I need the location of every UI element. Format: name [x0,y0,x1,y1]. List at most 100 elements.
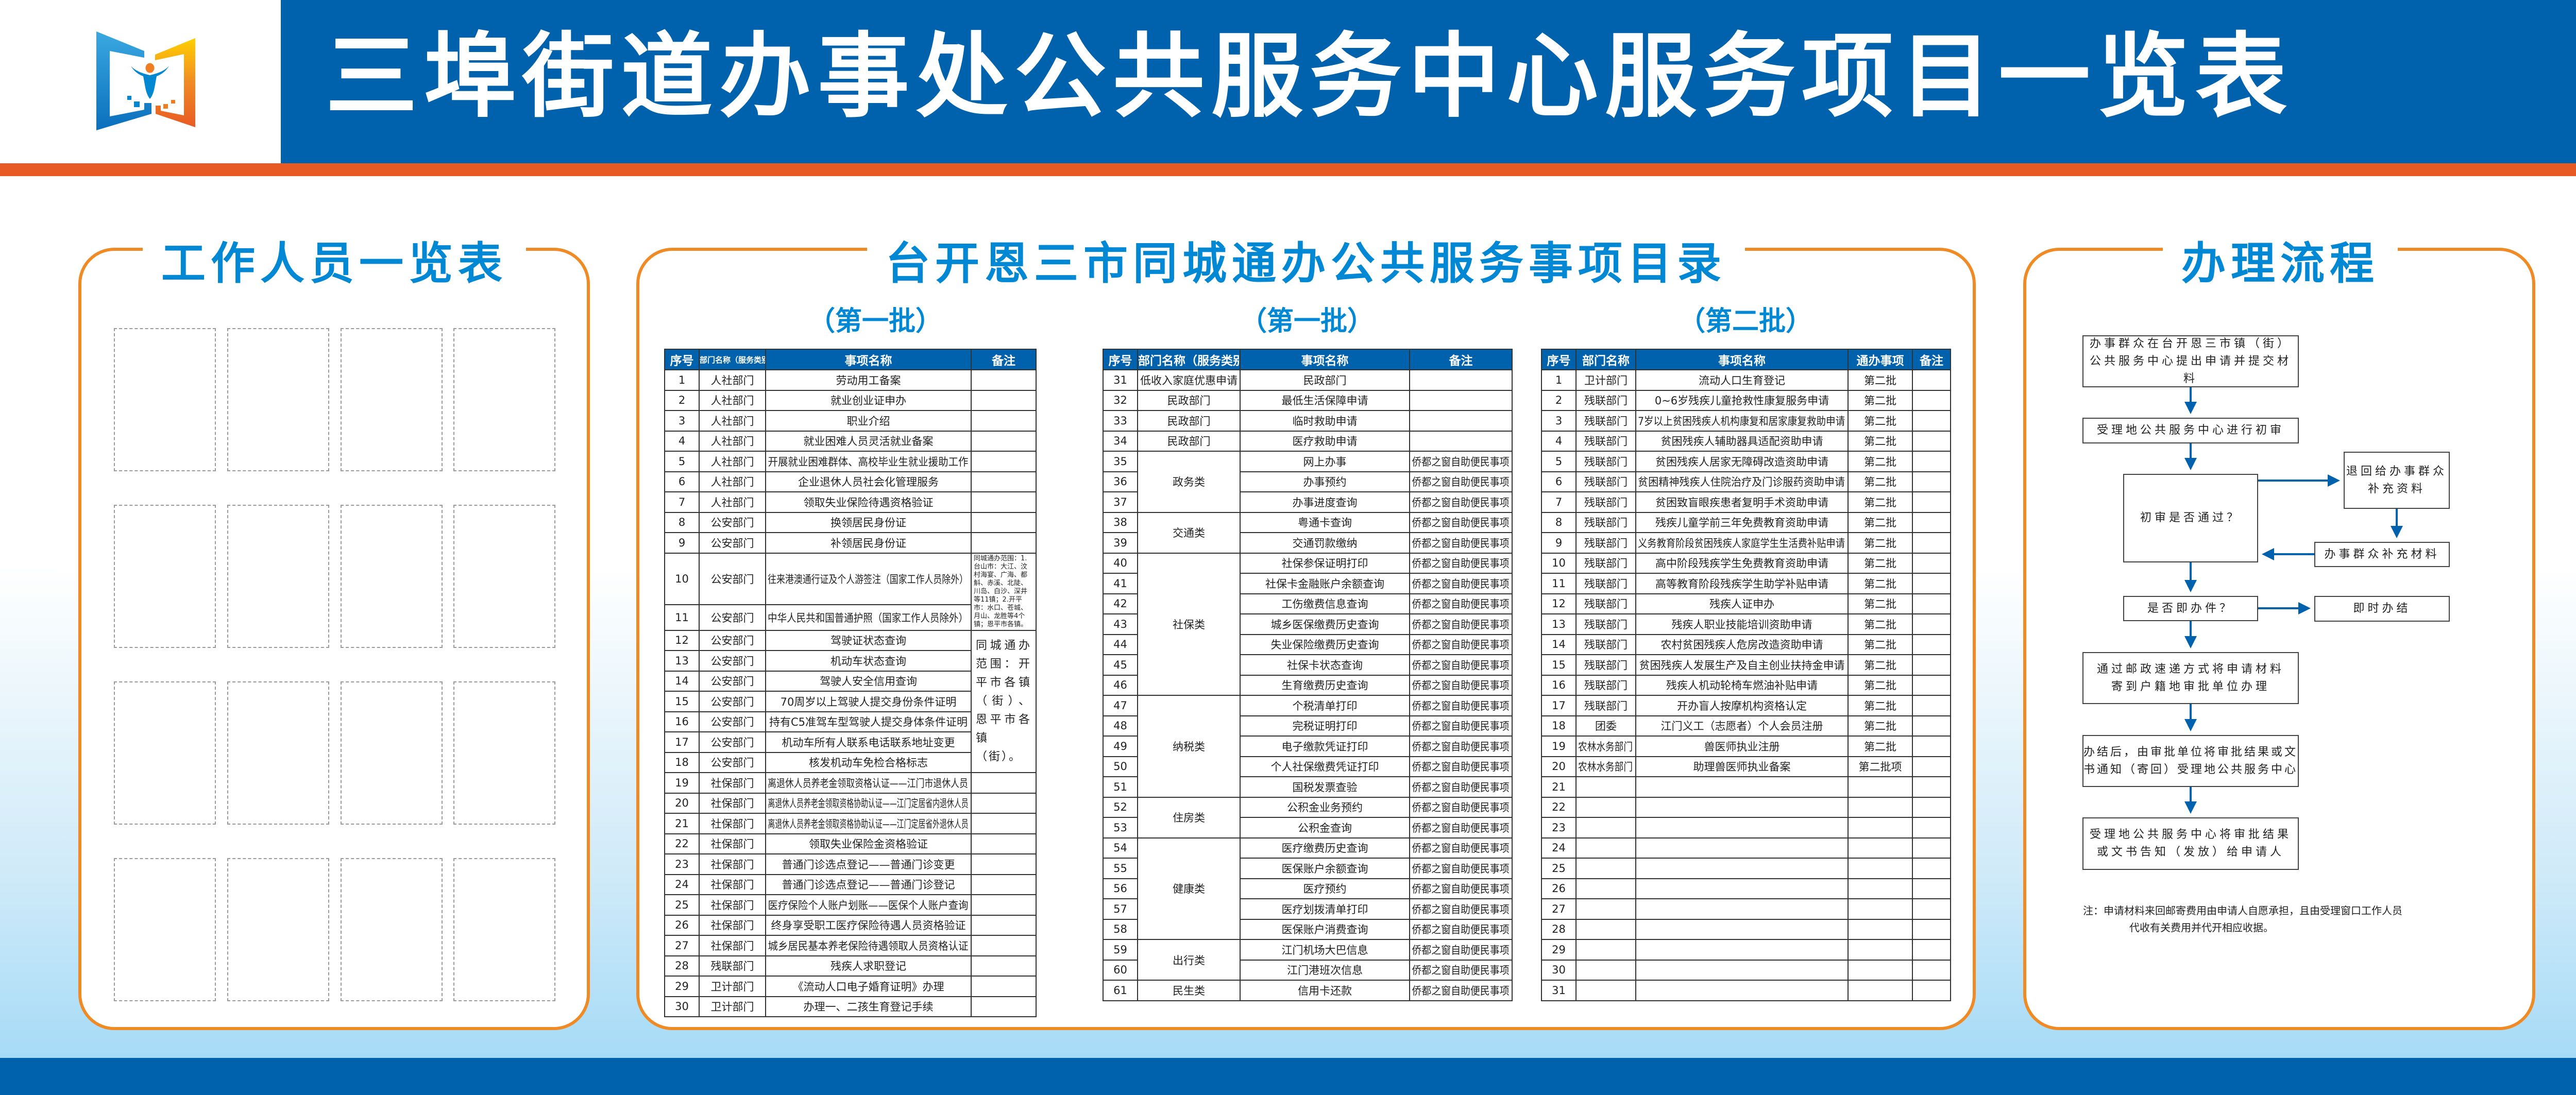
cell-remark [1912,674,1951,696]
cell-item [1635,858,1849,879]
cell-item: 电子缴款凭证打印 [1240,735,1410,757]
cell-remark [1912,471,1951,492]
cell-text: 侨都之窗自助便民事项 [1412,618,1509,631]
cell-text: 6 [1555,475,1563,488]
cell-no: 14 [1541,634,1577,655]
cell-dept: 社保部门 [699,833,766,854]
cell-item: 江门机场大巴信息 [1240,939,1410,961]
cell-text: 38 [1113,516,1127,529]
cell-text: 残联部门 [1584,679,1628,692]
table-row: 2 人社部门 就业创业证申办 [664,389,1037,411]
cell-text: 公安部门 [710,655,754,668]
cell-text: 第二批 [1864,720,1896,733]
cell-dept: 社保部门 [699,853,766,875]
table-row: 3 人社部门 职业介绍 [664,410,1037,432]
cell-remark [971,853,1037,875]
cell-no: 1 [1541,369,1577,391]
table-row: 35 政务类 网上办事 侨都之窗自助便民事项 [1103,451,1513,513]
cell-text: 60 [1113,964,1127,977]
cell-no: 20 [1541,756,1577,777]
cell-text: 10 [1552,557,1566,570]
cell-no: 17 [1541,695,1577,716]
cell-text: 8 [1555,516,1563,529]
cell-dept: 社保部门 [699,792,766,814]
cell-remark [1912,817,1951,839]
cell-text: 卫计部门 [1584,374,1628,387]
cell-text: 21 [1552,780,1566,793]
cell-item: 残疾人机动轮椅车燃油补贴申请 [1635,674,1849,696]
cell-dept: 社保部门 [699,935,766,956]
cell-text: 个人社保缴费凭证打印 [1270,761,1379,774]
table-row: 12 公安部门 驾驶证状态查询 同城通办范围：开平市各镇（街）、恩平市各镇（街）。 [664,629,1037,773]
cell-text: 住房类 [1173,812,1205,824]
cell-no: 55 [1103,858,1138,879]
cell-no: 3 [1541,410,1577,432]
cell-batch: 第二批 [1848,511,1913,533]
cell-dept: 卫计部门 [699,996,766,1017]
cell-text: 52 [1113,801,1127,814]
flow-step-text: 通过邮政速递方式将申请材料 [2096,662,2284,676]
cell-text: 企业退休人员社会化管理服务 [798,476,939,489]
cell-text: 个税清单打印 [1292,699,1358,712]
cell-text: 残联部门 [1584,699,1628,712]
cell-batch: 第二批 [1848,369,1913,391]
cell-text: 公安部门 [710,695,754,708]
cell-batch: 第二批 [1848,674,1913,696]
cell-remark [1912,573,1951,594]
flow-step-text: 退回给办事群众 [2346,465,2447,478]
cell-no: 21 [664,813,700,834]
cell-item: 兽医师执业注册 [1635,735,1849,757]
table-row: 41 社保卡金融账户余额查询 侨都之窗自助便民事项 [1103,573,1513,594]
cell-text: 侨都之窗自助便民事项 [1412,455,1509,468]
cell-text: 政务类 [1173,476,1205,489]
cell-remark: 侨都之窗自助便民事项 [1409,613,1513,635]
column-header-dept: 部门名称（服务类别） [1137,349,1241,370]
flow-panel-title: 办理流程 [2163,238,2398,289]
cell-text: 公安部门 [710,716,754,729]
cell-dept: 民政部门 [1137,430,1241,452]
cell-batch: 第二批 [1848,410,1913,432]
cell-dept: 人社部门 [699,410,766,432]
table-row: 10 残联部门 高中阶段残疾学生免费教育资助申请 第二批 [1541,552,1951,574]
cell-item: 网上办事 [1240,451,1410,472]
cell-text: 农林水务部门 [1578,761,1633,774]
cell-text: 53 [1113,821,1127,834]
table-row: 32 民政部门 最低生活保障申请 [1103,389,1513,411]
cell-remark [971,410,1037,432]
cell-dept: 残联部门 [1575,634,1636,655]
cell-text: 37 [1113,495,1127,508]
cell-text: 42 [1113,597,1127,610]
cell-no: 15 [664,691,700,712]
staff-photo-slot [341,858,443,1001]
cell-dept: 人社部门 [699,369,766,391]
cell-no: 32 [1103,389,1138,411]
cell-remark [1912,898,1951,920]
table-row: 33 民政部门 临时救助申请 [1103,410,1513,432]
cell-batch: 第二批 [1848,532,1913,554]
cell-text: 2 [678,394,686,407]
cell-remark [1912,756,1951,777]
cell-text: 卫计部门 [710,1001,754,1014]
cell-item: 《流动人口电子婚育证明》办理 [765,976,972,997]
cell-text: 第二批 [1864,598,1896,611]
cell-text: 侨都之窗自助便民事项 [1412,659,1509,672]
cell-text: 机动车所有人联系电话联系地址变更 [782,736,955,749]
cell-item: 持有C5准驾车型驾驶人提交身体条件证明 [765,711,972,732]
cell-dept [1575,858,1636,879]
cell-remark [1912,654,1951,676]
cell-dept [1575,776,1636,798]
cell-text: 侨都之窗自助便民事项 [1412,517,1509,529]
cell-text: 59 [1113,943,1127,956]
cell-item: 完税证明打印 [1240,715,1410,737]
cell-batch: 第二批 [1848,573,1913,594]
cell-text: 24 [675,878,689,891]
cell-text: 纳税类 [1173,740,1205,753]
cell-item: 机动车状态查询 [765,650,972,672]
cell-dept: 残联部门 [1575,430,1636,452]
table-row: 25 [1541,858,1951,879]
cell-text: 城乡医保缴费历史查询 [1270,618,1379,631]
cell-batch [1848,918,1913,940]
table-row: 8 公安部门 换领居民身份证 [664,511,1037,533]
cell-dept: 残联部门 [1575,552,1636,574]
cell-no: 24 [664,874,700,895]
